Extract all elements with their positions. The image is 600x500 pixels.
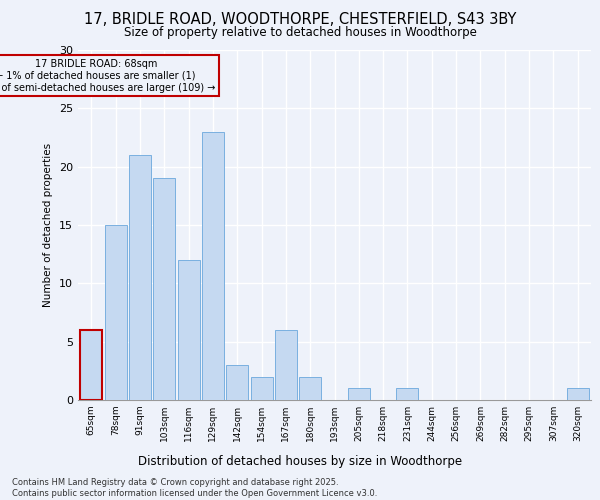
Bar bbox=[129, 155, 151, 400]
Bar bbox=[226, 365, 248, 400]
Bar bbox=[178, 260, 200, 400]
Bar bbox=[348, 388, 370, 400]
Bar bbox=[397, 388, 418, 400]
Bar bbox=[80, 330, 103, 400]
Bar bbox=[202, 132, 224, 400]
Bar bbox=[154, 178, 175, 400]
Text: 17 BRIDLE ROAD: 68sqm
← 1% of detached houses are smaller (1)
99% of semi-detach: 17 BRIDLE ROAD: 68sqm ← 1% of detached h… bbox=[0, 60, 215, 92]
Text: Contains HM Land Registry data © Crown copyright and database right 2025.
Contai: Contains HM Land Registry data © Crown c… bbox=[12, 478, 377, 498]
Bar bbox=[275, 330, 297, 400]
Text: Distribution of detached houses by size in Woodthorpe: Distribution of detached houses by size … bbox=[138, 454, 462, 468]
Bar bbox=[105, 225, 127, 400]
Bar bbox=[566, 388, 589, 400]
Bar bbox=[251, 376, 272, 400]
Text: 17, BRIDLE ROAD, WOODTHORPE, CHESTERFIELD, S43 3BY: 17, BRIDLE ROAD, WOODTHORPE, CHESTERFIEL… bbox=[84, 12, 516, 28]
Text: Size of property relative to detached houses in Woodthorpe: Size of property relative to detached ho… bbox=[124, 26, 476, 39]
Bar bbox=[299, 376, 321, 400]
Y-axis label: Number of detached properties: Number of detached properties bbox=[43, 143, 53, 307]
